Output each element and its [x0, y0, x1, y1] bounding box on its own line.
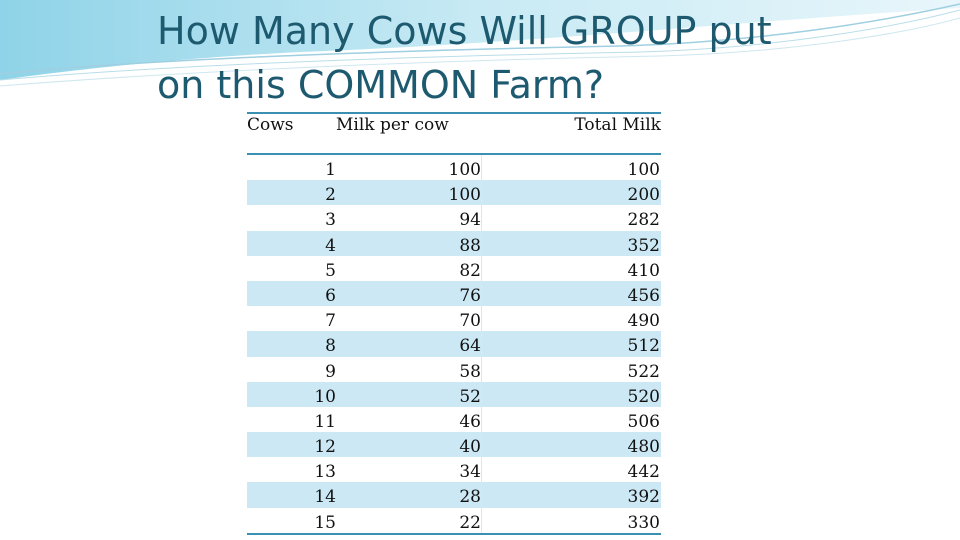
milk-per-cow-cell: 100: [448, 185, 481, 206]
milk-per-cow-cell: 100: [448, 160, 481, 180]
cows-cell: 12: [314, 437, 336, 458]
table-row: 11 46 506: [247, 407, 661, 432]
cows-cell: 6: [325, 285, 336, 306]
total-milk-cell: 100: [627, 160, 660, 180]
table-row: 13 34 442: [247, 457, 661, 482]
cows-cell: 9: [325, 361, 336, 382]
cows-cell: 15: [314, 512, 336, 533]
table-row: 9 58 522: [247, 357, 661, 382]
table-row: 8 64 512: [247, 331, 661, 357]
milk-per-cow-cell: 22: [459, 512, 481, 533]
table-row: 2 100 200: [247, 180, 661, 206]
milk-per-cow-cell: 40: [459, 437, 481, 458]
slide-title-line-1: How Many Cows Will GROUP put: [157, 9, 772, 53]
cows-cell: 5: [325, 260, 336, 281]
table-row: 7 70 490: [247, 306, 661, 331]
header-milk-per-cow: Milk per cow: [336, 115, 449, 135]
milk-per-cow-cell: 70: [459, 311, 481, 332]
table-top-rule: [247, 112, 661, 114]
milk-per-cow-cell: 34: [459, 462, 481, 483]
total-milk-cell: 506: [627, 411, 660, 432]
table-row: 5 82 410: [247, 256, 661, 281]
cows-cell: 13: [314, 462, 336, 483]
cows-cell: 14: [314, 487, 336, 508]
total-milk-cell: 522: [627, 361, 660, 382]
table-bottom-rule: [247, 533, 661, 535]
milk-per-cow-cell: 58: [459, 361, 481, 382]
milk-per-cow-cell: 76: [459, 285, 481, 306]
table-body: 1 100 100 2 100 200 3 94 282 4 88 352 5 82 410 6 76…: [247, 155, 661, 533]
total-milk-cell: 512: [627, 336, 660, 357]
cows-cell: 3: [325, 210, 336, 231]
total-milk-cell: 456: [627, 285, 660, 306]
header-cows: Cows: [247, 115, 294, 135]
milk-per-cow-cell: 64: [459, 336, 481, 357]
total-milk-cell: 200: [627, 185, 660, 206]
table-row: 12 40 480: [247, 432, 661, 458]
total-milk-cell: 392: [627, 487, 660, 508]
cows-cell: 11: [314, 411, 336, 432]
total-milk-cell: 352: [627, 235, 660, 256]
cows-cell: 7: [325, 311, 336, 332]
cows-cell: 2: [325, 185, 336, 206]
cows-cell: 8: [325, 336, 336, 357]
table-row: 3 94 282: [247, 205, 661, 230]
header-bottom-rule: [247, 153, 661, 155]
cows-cell: 1: [325, 160, 336, 180]
total-milk-cell: 282: [627, 210, 660, 231]
table-row: 14 28 392: [247, 482, 661, 508]
milk-per-cow-cell: 94: [459, 210, 481, 231]
slide-title-line-2: on this COMMON Farm?: [157, 63, 605, 107]
total-milk-cell: 410: [627, 260, 660, 281]
total-milk-cell: 480: [627, 437, 660, 458]
table-row: 4 88 352: [247, 230, 661, 256]
milk-per-cow-cell: 28: [459, 487, 481, 508]
column-divider: [481, 155, 482, 535]
header-swoosh-decoration: [0, 0, 960, 87]
milk-per-cow-cell: 88: [459, 235, 481, 256]
table-row: 15 22 330: [247, 508, 661, 533]
slide-title: How Many Cows Will GROUP put on this COM…: [157, 4, 877, 112]
milk-per-cow-cell: 82: [459, 260, 481, 281]
total-milk-cell: 330: [627, 512, 660, 533]
table-row: 6 76 456: [247, 280, 661, 307]
total-milk-cell: 442: [627, 462, 660, 483]
milk-per-cow-cell: 52: [459, 386, 481, 407]
total-milk-cell: 490: [627, 311, 660, 332]
milk-per-cow-cell: 46: [459, 411, 481, 432]
cows-cell: 4: [325, 235, 336, 256]
total-milk-cell: 520: [627, 386, 660, 407]
table-row: 1 100 100: [247, 155, 661, 180]
cows-cell: 10: [314, 386, 336, 407]
header-total-milk: Total Milk: [574, 115, 661, 135]
table-row: 10 52 520: [247, 381, 661, 407]
